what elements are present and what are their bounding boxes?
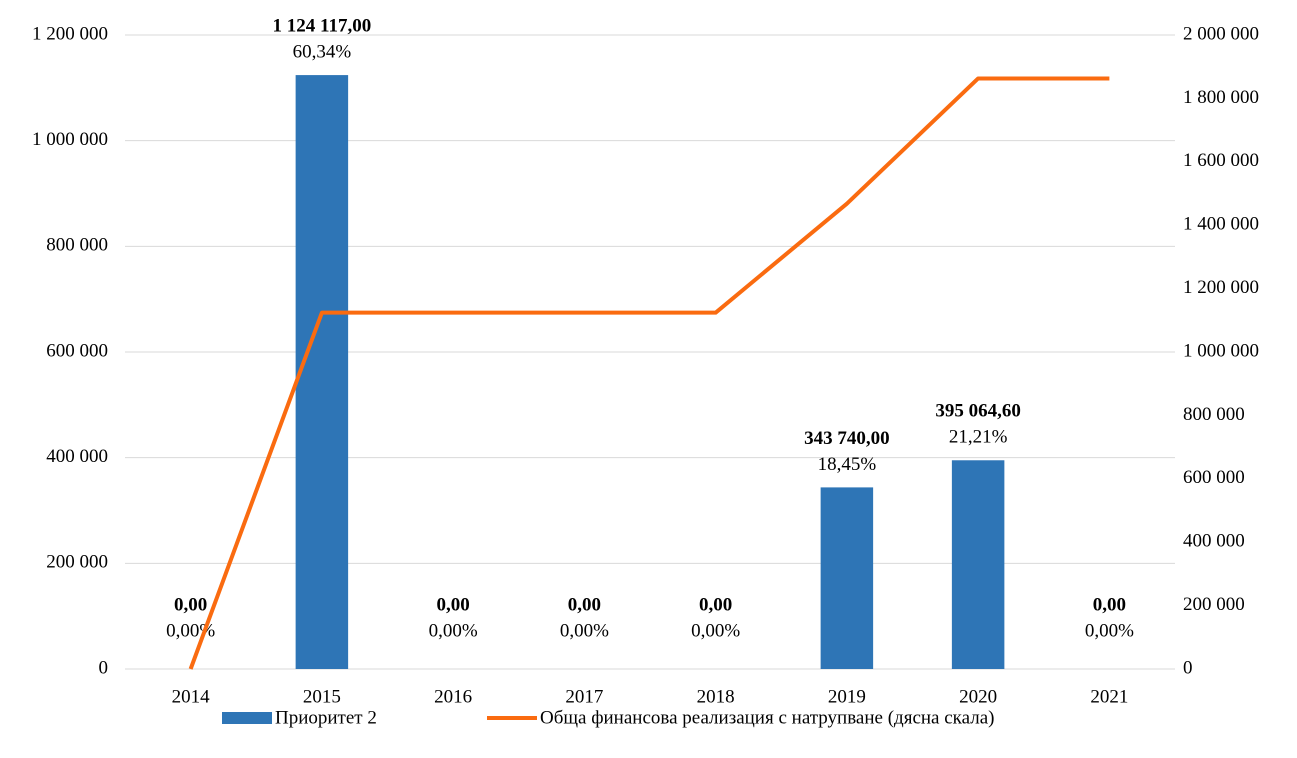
y2-tick-label: 1 600 000 [1183,150,1259,171]
y-tick-label: 400 000 [46,446,108,467]
legend-swatch [222,712,272,724]
y2-tick-label: 800 000 [1183,404,1245,425]
percent-label: 0,00% [691,620,740,641]
y2-tick-label: 400 000 [1183,531,1245,552]
x-tick-label: 2015 [303,686,341,707]
y-tick-label: 1 000 000 [32,129,108,150]
y-tick-label: 800 000 [46,235,108,256]
bar [951,460,1005,669]
data-label: 0,00 [174,594,207,615]
data-label: 0,00 [699,594,732,615]
data-label: 0,00 [1093,594,1126,615]
percent-label: 0,00% [560,620,609,641]
x-tick-label: 2021 [1090,686,1128,707]
y2-tick-label: 600 000 [1183,467,1245,488]
y-tick-label: 0 [99,657,109,678]
y2-tick-label: 1 400 000 [1183,214,1259,235]
y2-tick-label: 200 000 [1183,594,1245,615]
percent-label: 60,34% [293,41,352,62]
data-label: 395 064,60 [935,401,1021,422]
x-tick-label: 2017 [565,686,603,707]
x-tick-label: 2020 [959,686,997,707]
y-tick-label: 200 000 [46,552,108,573]
data-label: 1 124 117,00 [273,15,372,36]
percent-label: 0,00% [1085,620,1134,641]
line [188,76,1110,670]
data-label: 343 740,00 [804,428,890,449]
percent-label: 21,21% [949,427,1008,448]
y2-tick-label: 1 200 000 [1183,277,1259,298]
legend-label: Приоритет 2 [275,707,377,728]
data-label: 0,00 [568,594,601,615]
x-tick-label: 2016 [434,686,472,707]
y-tick-label: 600 000 [46,340,108,361]
percent-label: 18,45% [818,454,877,475]
y2-tick-label: 2 000 000 [1183,23,1259,44]
bar [295,75,349,670]
y2-tick-label: 1 800 000 [1183,87,1259,108]
data-label: 0,00 [437,594,470,615]
x-tick-label: 2019 [828,686,866,707]
y2-tick-label: 0 [1183,657,1193,678]
x-tick-label: 2018 [697,686,735,707]
y-tick-label: 1 200 000 [32,23,108,44]
y2-tick-label: 1 000 000 [1183,340,1259,361]
legend-label: Обща финансова реализация с натрупване (… [540,707,994,728]
bar [820,487,874,669]
percent-label: 0,00% [429,620,478,641]
x-tick-label: 2014 [172,686,211,707]
